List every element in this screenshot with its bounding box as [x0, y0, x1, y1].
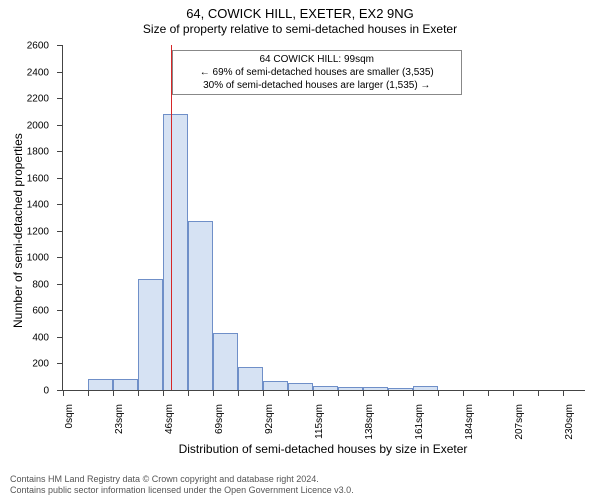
title-sub: Size of property relative to semi-detach… — [0, 22, 600, 36]
x-tick: 414sqm — [513, 390, 514, 396]
histogram-bar — [188, 221, 213, 390]
x-tick: 276sqm — [363, 390, 364, 396]
x-tick: 46sqm — [113, 390, 114, 396]
x-tick: 230sqm — [313, 390, 314, 396]
x-tick: 115sqm — [188, 390, 189, 396]
annotation-line: 64 COWICK HILL: 99sqm — [179, 53, 455, 66]
annotation-box: 64 COWICK HILL: 99sqm← 69% of semi-detac… — [172, 50, 462, 95]
x-tick-label: 207sqm — [514, 404, 525, 440]
y-tick-label: 1600 — [27, 173, 49, 184]
y-tick: 600 — [57, 310, 63, 311]
y-tick-label: 400 — [32, 332, 49, 343]
x-tick: 460sqm — [563, 390, 564, 396]
histogram-bar — [338, 387, 363, 390]
footer-line-1: Contains HM Land Registry data © Crown c… — [10, 474, 600, 485]
annotation-line: 30% of semi-detached houses are larger (… — [179, 79, 455, 92]
x-tick: 184sqm — [263, 390, 264, 396]
y-tick: 2600 — [57, 45, 63, 46]
x-tick-label: 92sqm — [264, 404, 275, 434]
x-tick: 161sqm — [238, 390, 239, 396]
chart-plot-area: 0200400600800100012001400160018002000220… — [62, 45, 585, 391]
histogram-bar — [263, 381, 288, 390]
reference-line — [171, 45, 172, 390]
x-tick-label: 46sqm — [164, 404, 175, 434]
histogram-bar — [238, 367, 263, 390]
y-tick: 2400 — [57, 72, 63, 73]
x-tick: 69sqm — [138, 390, 139, 396]
title-main: 64, COWICK HILL, EXETER, EX2 9NG — [0, 6, 600, 21]
y-tick-label: 600 — [32, 306, 49, 317]
x-tick-label: 0sqm — [64, 404, 75, 428]
y-tick: 400 — [57, 337, 63, 338]
annotation-line: ← 69% of semi-detached houses are smalle… — [179, 66, 455, 79]
x-tick: 138sqm — [213, 390, 214, 396]
y-tick: 2000 — [57, 125, 63, 126]
y-tick-label: 2000 — [27, 120, 49, 131]
histogram-bar — [313, 386, 338, 390]
x-tick: 391sqm — [488, 390, 489, 396]
y-tick-label: 1400 — [27, 200, 49, 211]
histogram-bar — [363, 387, 388, 390]
y-tick: 1200 — [57, 231, 63, 232]
x-tick: 207sqm — [288, 390, 289, 396]
x-tick: 253sqm — [338, 390, 339, 396]
histogram-bar — [138, 279, 163, 390]
y-tick-label: 2600 — [27, 41, 49, 52]
x-tick-label: 115sqm — [314, 404, 325, 439]
y-tick: 1600 — [57, 178, 63, 179]
x-tick: 0sqm — [63, 390, 64, 396]
y-tick-label: 800 — [32, 279, 49, 290]
y-tick-label: 200 — [32, 359, 49, 370]
x-tick: 23sqm — [88, 390, 89, 396]
x-tick: 437sqm — [538, 390, 539, 396]
y-tick-label: 0 — [43, 386, 49, 397]
x-tick: 92sqm — [163, 390, 164, 396]
footer-line-2: Contains public sector information licen… — [10, 485, 600, 496]
y-tick: 800 — [57, 284, 63, 285]
y-tick-label: 1800 — [27, 147, 49, 158]
x-axis-label: Distribution of semi-detached houses by … — [62, 442, 584, 456]
histogram-bar — [388, 388, 413, 390]
y-tick: 200 — [57, 363, 63, 364]
y-tick-label: 1200 — [27, 226, 49, 237]
histogram-bar — [113, 379, 138, 390]
y-tick: 1800 — [57, 151, 63, 152]
x-tick: 322sqm — [413, 390, 414, 396]
histogram-bar — [163, 114, 188, 390]
y-tick-label: 2200 — [27, 94, 49, 105]
x-tick: 345sqm — [438, 390, 439, 396]
x-tick: 299sqm — [388, 390, 389, 396]
x-tick: 368sqm — [463, 390, 464, 396]
y-tick: 1400 — [57, 204, 63, 205]
histogram-bar — [88, 379, 113, 390]
histogram-bar — [413, 386, 438, 390]
histogram-bar — [288, 383, 313, 390]
x-tick-label: 184sqm — [464, 404, 475, 440]
x-tick-label: 230sqm — [564, 404, 575, 440]
x-tick-label: 23sqm — [114, 404, 125, 434]
y-tick-label: 2400 — [27, 67, 49, 78]
footer-attribution: Contains HM Land Registry data © Crown c… — [0, 474, 600, 496]
histogram-bar — [213, 333, 238, 390]
y-tick-label: 1000 — [27, 253, 49, 264]
x-tick-label: 138sqm — [364, 404, 375, 440]
y-tick: 2200 — [57, 98, 63, 99]
y-tick: 1000 — [57, 257, 63, 258]
x-tick-label: 161sqm — [414, 404, 425, 440]
x-tick-label: 69sqm — [214, 404, 225, 434]
